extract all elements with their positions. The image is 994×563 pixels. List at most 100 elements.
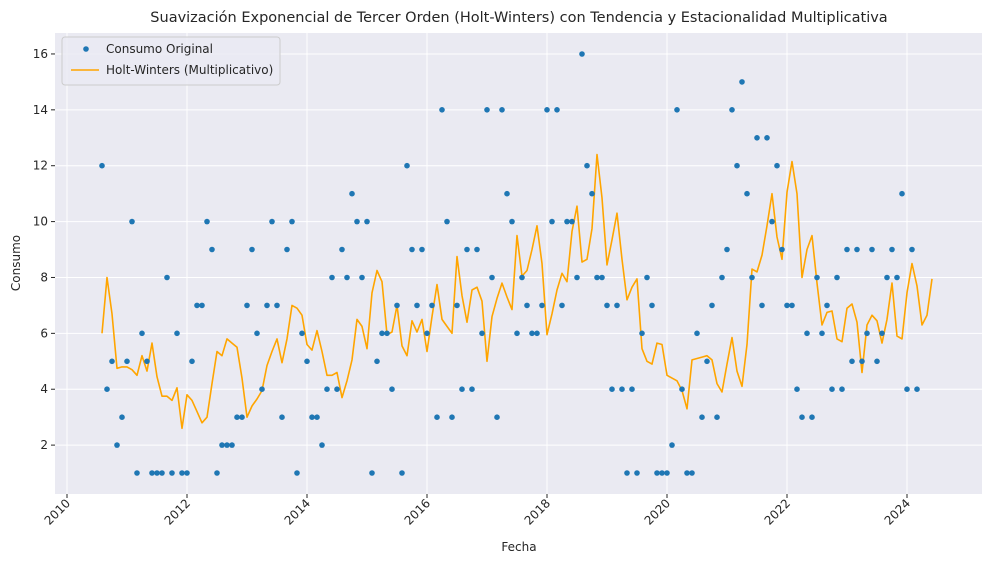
consumo-point [729, 107, 735, 113]
consumo-point [279, 414, 285, 421]
consumo-point [414, 302, 420, 309]
consumo-point [679, 386, 685, 393]
consumo-point [374, 358, 380, 365]
consumo-point [434, 414, 440, 421]
consumo-point [784, 302, 790, 309]
consumo-point [649, 302, 655, 309]
consumo-point [694, 330, 700, 337]
consumo-point [254, 330, 260, 337]
consumo-point [699, 414, 705, 421]
consumo-point [474, 246, 480, 253]
consumo-point [639, 330, 645, 337]
consumo-point [864, 330, 870, 337]
consumo-point [714, 414, 720, 421]
consumo-point [889, 246, 895, 253]
consumo-point [669, 442, 675, 448]
consumo-point [334, 386, 340, 393]
consumo-point [294, 470, 300, 476]
consumo-point [544, 107, 550, 113]
series-scatter-consumo [99, 51, 920, 476]
consumo-point [439, 107, 445, 113]
consumo-point [739, 79, 745, 85]
consumo-point [174, 330, 180, 337]
consumo-point [619, 386, 625, 393]
consumo-point [874, 358, 880, 365]
consumo-point [869, 246, 875, 253]
consumo-point [399, 470, 405, 476]
consumo-point [489, 274, 495, 281]
legend-box [61, 36, 281, 86]
consumo-point [464, 246, 470, 253]
consumo-point [319, 442, 325, 448]
consumo-point [154, 470, 160, 476]
consumo-point [129, 218, 135, 225]
consumo-point [879, 330, 885, 337]
legend: Consumo Original Holt-Winters (Multiplic… [61, 36, 281, 86]
consumo-point [659, 470, 665, 476]
consumo-point [424, 330, 430, 337]
consumo-point [494, 414, 500, 421]
consumo-point [394, 302, 400, 309]
consumo-point [144, 358, 150, 365]
consumo-point [164, 274, 170, 281]
consumo-point [269, 218, 275, 225]
consumo-point [584, 162, 590, 169]
consumo-point [469, 386, 475, 393]
consumo-point [834, 274, 840, 281]
consumo-point [609, 386, 615, 393]
y-tick-label: 8 [40, 270, 48, 284]
consumo-point [914, 386, 920, 393]
legend-label-holt-winters: Holt-Winters (Multiplicativo) [106, 63, 273, 77]
consumo-point [764, 135, 770, 141]
consumo-point [824, 302, 830, 309]
consumo-point [654, 470, 660, 476]
consumo-point [409, 246, 415, 253]
consumo-point [114, 442, 120, 448]
consumo-point [264, 302, 270, 309]
x-axis-label: Fecha [501, 540, 536, 554]
consumo-point [819, 330, 825, 337]
consumo-point [524, 302, 530, 309]
consumo-point [534, 330, 540, 337]
consumo-point [299, 330, 305, 337]
consumo-point [849, 358, 855, 365]
consumo-point [754, 135, 760, 141]
consumo-point [149, 470, 155, 476]
consumo-point [364, 218, 370, 225]
consumo-point [499, 107, 505, 113]
consumo-point [384, 330, 390, 337]
consumo-point [629, 386, 635, 393]
consumo-point [574, 274, 580, 281]
consumo-point [529, 330, 535, 337]
consumo-point [804, 330, 810, 337]
y-tick-label: 10 [33, 215, 48, 229]
y-tick-label: 6 [40, 326, 48, 340]
consumo-point [249, 246, 255, 253]
consumo-point [799, 414, 805, 421]
legend-marker-consumo [83, 46, 89, 52]
consumo-point [284, 246, 290, 253]
consumo-point [104, 386, 110, 393]
consumo-point [644, 274, 650, 281]
consumo-point [314, 414, 320, 421]
y-axis-label: Consumo [9, 235, 23, 291]
consumo-point [809, 414, 815, 421]
consumo-point [829, 386, 835, 393]
consumo-point [244, 302, 250, 309]
series-line-holt-winters [101, 153, 933, 430]
consumo-point [214, 470, 220, 476]
consumo-point [514, 330, 520, 337]
consumo-point [259, 386, 265, 393]
consumo-point [199, 302, 205, 309]
consumo-point [119, 414, 125, 421]
y-tick-label: 2 [40, 438, 48, 452]
consumo-point [589, 190, 595, 197]
consumo-point [204, 218, 210, 225]
consumo-point [899, 190, 905, 197]
consumo-point [189, 358, 195, 365]
consumo-point [454, 302, 460, 309]
consumo-point [124, 358, 130, 365]
y-tick-label: 14 [33, 103, 48, 117]
consumo-point [274, 302, 280, 309]
consumo-point [344, 274, 350, 281]
